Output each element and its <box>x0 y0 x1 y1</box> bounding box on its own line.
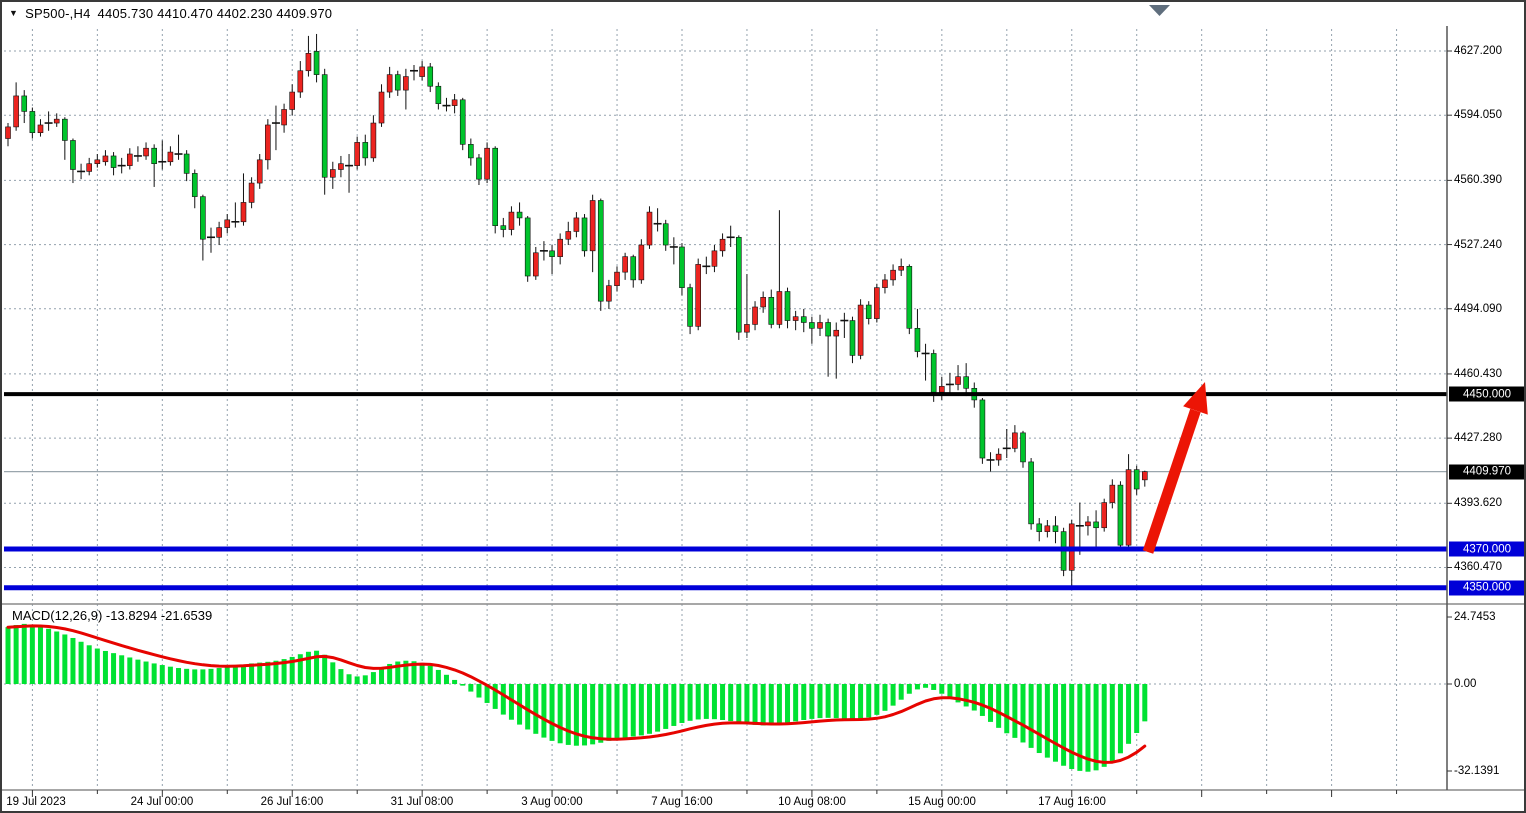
time-axis-label: 17 Aug 16:00 <box>1038 796 1106 808</box>
macd-signal-line <box>6 624 1147 764</box>
macd-scale-zero: 0.00 <box>1454 678 1477 690</box>
chart-shift-marker-icon[interactable] <box>1149 5 1170 16</box>
time-axis-label: 10 Aug 08:00 <box>778 796 846 808</box>
axis-frame <box>2 26 1524 797</box>
price-level-badge: 4350.000 <box>1449 580 1524 596</box>
price-level-badge: 4450.000 <box>1449 386 1524 402</box>
price-axis-label: 4393.620 <box>1454 497 1502 510</box>
price-axis-label: 4594.050 <box>1454 109 1502 122</box>
chart-title: ▼ SP500-,H4 4405.730 4410.470 4402.230 4… <box>9 6 332 21</box>
time-axis-label: 26 Jul 16:00 <box>260 796 324 808</box>
time-axis-label: 31 Jul 08:00 <box>390 796 454 808</box>
price-axis-label: 4627.200 <box>1454 45 1502 57</box>
candlesticks <box>5 33 1148 586</box>
macd-scale-min: -32.1391 <box>1454 765 1500 777</box>
price-axis-label: 4527.240 <box>1454 238 1502 251</box>
level-lines <box>4 392 1447 591</box>
time-axis-label: 3 Aug 00:00 <box>521 796 583 808</box>
macd-histogram <box>5 623 1148 772</box>
time-axis-label: 19 Jul 2023 <box>6 796 66 808</box>
price-level-badge: 4370.000 <box>1449 541 1524 557</box>
dropdown-triangle-icon[interactable]: ▼ <box>9 8 19 18</box>
time-axis-label: 15 Aug 00:00 <box>908 796 976 808</box>
symbol-timeframe-label: SP500-,H4 <box>25 6 91 21</box>
up-arrow-annotation <box>1142 382 1208 554</box>
price-axis-label: 4360.470 <box>1454 561 1502 574</box>
price-axis-label: 4494.090 <box>1454 302 1502 315</box>
time-axis-label: 7 Aug 16:00 <box>651 796 713 808</box>
macd-indicator-label: MACD(12,26,9) -13.8294 -21.6539 <box>12 608 213 623</box>
macd-scale-max: 24.7453 <box>1454 611 1496 623</box>
ohlc-values-label: 4405.730 4410.470 4402.230 4409.970 <box>97 6 333 21</box>
price-axis-label: 4427.280 <box>1454 432 1502 445</box>
time-axis-label: 24 Jul 00:00 <box>130 796 194 808</box>
price-level-badge: 4409.970 <box>1449 464 1524 480</box>
price-axis-label: 4560.390 <box>1454 174 1502 187</box>
price-axis-label: 4460.430 <box>1454 367 1502 380</box>
